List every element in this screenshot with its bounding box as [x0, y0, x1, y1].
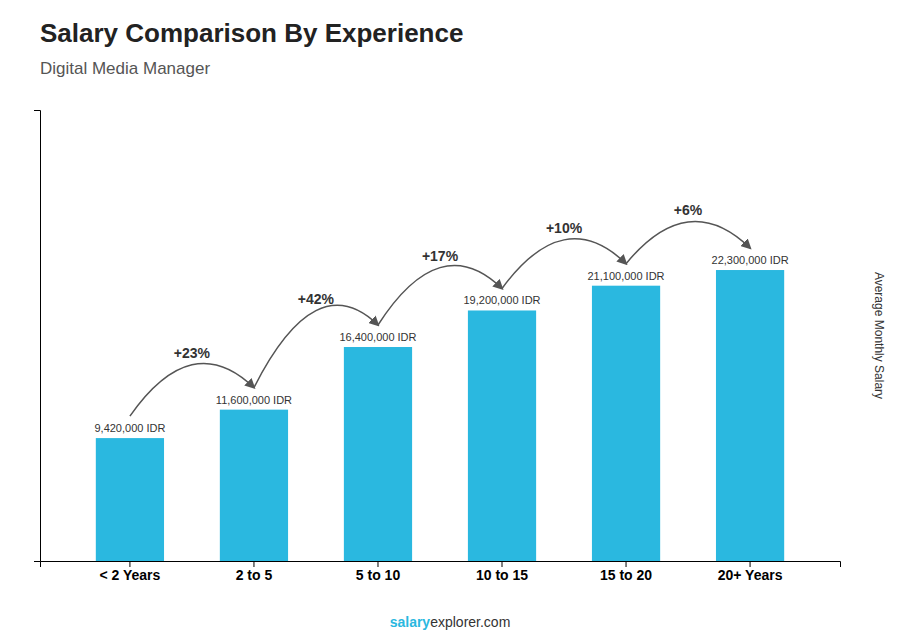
- footer-part: salary: [390, 614, 431, 630]
- x-tick: 15 to 20: [600, 561, 652, 583]
- x-axis: < 2 Years 2 to 5 5 to 10 10 to 15 15 to 20 20…: [41, 561, 841, 583]
- bar: [96, 438, 164, 561]
- change-arrow: [378, 265, 502, 325]
- x-tick: 5 to 10: [356, 561, 401, 583]
- change-label: +17%: [422, 248, 459, 264]
- data-label: 16,400,000 IDR: [339, 331, 416, 343]
- x-tick: < 2 Years: [99, 561, 160, 583]
- bar: [716, 270, 784, 561]
- x-tick-label: 10 to 15: [476, 567, 528, 583]
- bar: [344, 347, 412, 561]
- change-arrow: [130, 363, 254, 416]
- data-label: 11,600,000 IDR: [216, 394, 292, 406]
- change-arrow: [254, 305, 378, 387]
- bars: [96, 270, 784, 561]
- x-tick-label: 20+ Years: [718, 567, 783, 583]
- annotations: +23% +42% +17% +10% +6%: [130, 202, 750, 416]
- x-tick-label: 5 to 10: [356, 567, 401, 583]
- data-label: 21,100,000 IDR: [588, 270, 665, 282]
- change-label: +6%: [674, 202, 703, 218]
- data-label: 9,420,000 IDR: [94, 422, 165, 434]
- y-axis: [34, 111, 41, 562]
- change-label: +42%: [298, 291, 335, 307]
- data-label: 22,300,000 IDR: [712, 254, 789, 266]
- title: Salary Comparison By Experience: [40, 18, 463, 48]
- y-axis-title: Average Monthly Salary: [872, 272, 886, 399]
- chart: Salary Comparison By Experience Digital M…: [0, 0, 900, 641]
- x-tick: 20+ Years: [718, 561, 783, 583]
- plot: < 2 Years 2 to 5 5 to 10 10 to 15 15 to 20 20…: [34, 111, 841, 583]
- change-arrow: [502, 239, 626, 289]
- change-label: +23%: [174, 345, 211, 361]
- bar: [220, 410, 288, 561]
- x-tick: 10 to 15: [476, 561, 528, 583]
- footer-part: explorer.com: [430, 614, 510, 630]
- bar: [468, 310, 536, 561]
- x-tick-label: < 2 Years: [99, 567, 160, 583]
- change-label: +10%: [546, 220, 583, 236]
- x-tick-label: 15 to 20: [600, 567, 652, 583]
- subtitle: Digital Media Manager: [40, 59, 210, 78]
- data-labels: 9,420,000 IDR 11,600,000 IDR 16,400,000 ID…: [94, 254, 788, 434]
- data-label: 19,200,000 IDR: [463, 294, 540, 306]
- footer: salaryexplorer.com: [390, 614, 511, 630]
- x-tick: 2 to 5: [236, 561, 273, 583]
- bar: [592, 286, 660, 561]
- x-tick-label: 2 to 5: [236, 567, 273, 583]
- change-arrow: [626, 221, 750, 263]
- y-axis-line: [34, 111, 41, 562]
